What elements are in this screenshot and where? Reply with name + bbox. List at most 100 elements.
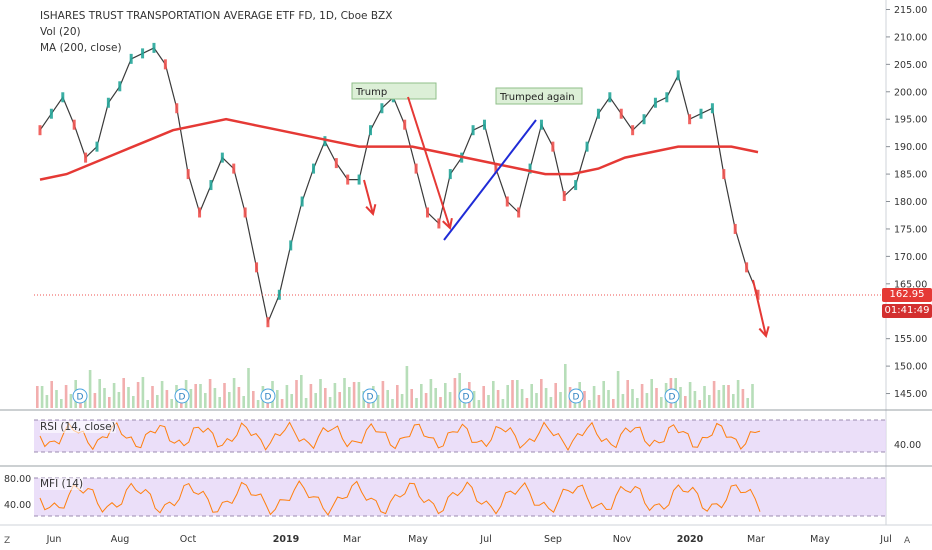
volume-bar bbox=[156, 395, 159, 408]
volume-bar bbox=[343, 378, 346, 408]
annotation-box bbox=[495, 87, 583, 105]
volume-bar bbox=[458, 373, 461, 408]
candle bbox=[574, 180, 578, 191]
volume-bar bbox=[396, 385, 399, 408]
volume-bar bbox=[376, 395, 380, 408]
candle bbox=[642, 114, 646, 125]
dividend-marker bbox=[362, 388, 378, 404]
volume-bar bbox=[285, 385, 289, 408]
candle bbox=[243, 207, 247, 218]
volume-legend: Vol (20) bbox=[40, 26, 81, 38]
candle bbox=[346, 174, 350, 185]
candle bbox=[710, 103, 714, 114]
candle bbox=[49, 108, 53, 119]
volume-bar bbox=[736, 380, 740, 408]
volume-bar bbox=[693, 391, 697, 408]
volume-bar bbox=[132, 396, 135, 408]
moving-average-legend: MA (200, close) bbox=[40, 42, 122, 54]
volume-bar bbox=[391, 399, 394, 408]
candle bbox=[494, 163, 498, 174]
volume-bar bbox=[204, 393, 207, 408]
ma-line bbox=[39, 117, 759, 181]
volume-bar bbox=[300, 375, 303, 408]
volume-bar bbox=[540, 379, 543, 408]
dividend-marker bbox=[260, 388, 276, 404]
volume-bar bbox=[242, 396, 245, 408]
volume-bar bbox=[84, 398, 87, 408]
volume-bar bbox=[165, 390, 169, 408]
volume-bar bbox=[405, 366, 409, 408]
rsi-line bbox=[39, 421, 761, 452]
volume-bar bbox=[588, 400, 591, 408]
annotation-text: Trump bbox=[355, 87, 387, 98]
volume-bar bbox=[631, 389, 634, 408]
volume-bar bbox=[151, 386, 154, 408]
volume-bar bbox=[309, 384, 313, 408]
dividend-marker-label: D bbox=[367, 393, 374, 403]
y-tick-label: 205.00 bbox=[894, 60, 927, 71]
dividend-marker bbox=[458, 388, 474, 404]
candle bbox=[232, 163, 236, 174]
volume-bar bbox=[520, 389, 524, 408]
candle bbox=[619, 108, 623, 119]
volume-bar bbox=[708, 395, 711, 408]
volume-bar bbox=[511, 380, 514, 408]
volume-bar bbox=[636, 398, 639, 408]
volume-bar bbox=[50, 381, 53, 408]
volume-bar bbox=[751, 384, 754, 408]
volume-bar bbox=[544, 388, 548, 408]
candle bbox=[528, 163, 532, 174]
candle bbox=[448, 169, 452, 180]
down-arrow-3 bbox=[752, 279, 767, 337]
volume-bar bbox=[122, 378, 125, 408]
volume-bar bbox=[650, 379, 653, 408]
last-price-tag: 162.95 bbox=[882, 288, 932, 302]
x-tick-label: Oct bbox=[180, 534, 197, 545]
candle bbox=[403, 119, 407, 130]
volume-bar bbox=[482, 386, 485, 408]
candle bbox=[585, 141, 589, 152]
volume-bar bbox=[252, 391, 255, 408]
right-corner-label[interactable]: A bbox=[904, 536, 911, 546]
volume-bar bbox=[453, 378, 457, 408]
candle bbox=[505, 196, 509, 207]
volume-bar bbox=[93, 393, 97, 408]
volume-bar bbox=[679, 387, 682, 408]
volume-bar bbox=[170, 399, 173, 408]
volume-bar bbox=[607, 390, 610, 408]
y-tick-label: 165.00 bbox=[894, 279, 927, 290]
volume-bar bbox=[381, 381, 385, 408]
dividend-marker-label: D bbox=[463, 393, 470, 403]
volume-bar bbox=[501, 399, 505, 408]
candle bbox=[312, 163, 316, 174]
candle bbox=[209, 180, 213, 191]
dividend-marker bbox=[72, 388, 88, 404]
volume-bar bbox=[36, 386, 39, 408]
volume-bar bbox=[314, 393, 317, 408]
candle bbox=[425, 207, 429, 218]
dividend-marker-label: D bbox=[573, 393, 580, 403]
volume-bar bbox=[237, 387, 241, 408]
volume-bar bbox=[717, 390, 721, 408]
y-tick-label: 215.00 bbox=[894, 5, 927, 16]
dividend-marker-label: D bbox=[669, 393, 676, 403]
volume-bar bbox=[146, 400, 149, 408]
candle bbox=[608, 92, 612, 103]
volume-bar bbox=[448, 392, 452, 408]
candle bbox=[198, 207, 202, 218]
y-tick-label: 170.00 bbox=[894, 252, 927, 263]
volume-bar bbox=[194, 384, 197, 408]
rsi-level-label: 40.00 bbox=[894, 440, 921, 451]
volume-bar bbox=[333, 383, 337, 408]
left-corner-label[interactable]: Z bbox=[4, 536, 11, 546]
candle bbox=[118, 81, 122, 92]
candle bbox=[631, 125, 635, 136]
trend-line bbox=[443, 119, 537, 241]
volume-bar bbox=[280, 399, 284, 408]
candle bbox=[596, 108, 600, 119]
candle bbox=[106, 97, 110, 108]
candle bbox=[289, 240, 293, 251]
mfi-band bbox=[34, 478, 886, 516]
